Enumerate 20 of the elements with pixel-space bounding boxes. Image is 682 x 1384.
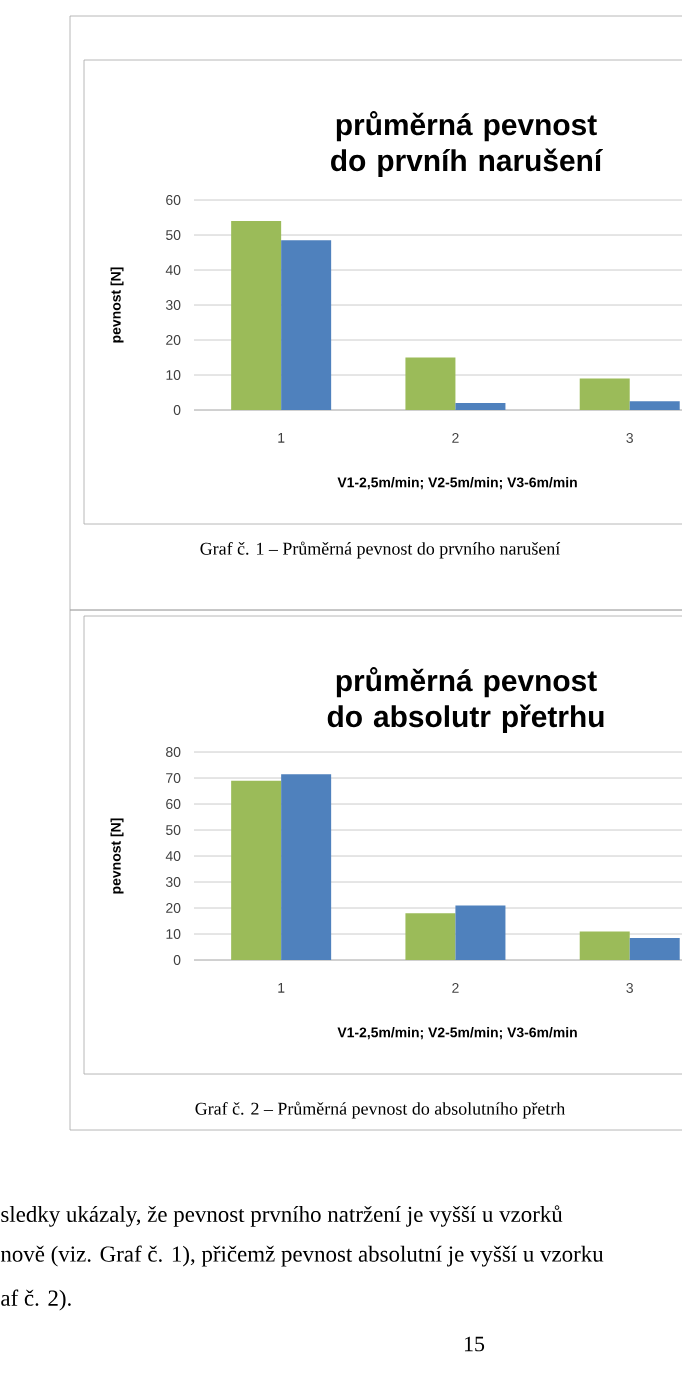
text: 15 (464, 1336, 485, 1352)
text: Graf č. 1 – Průměrná pevnost do prvního narušení (200, 541, 561, 559)
bar (405, 913, 456, 961)
bar (281, 240, 332, 411)
bar (455, 403, 506, 411)
bar (281, 774, 332, 961)
chart-title: průměrná pevnost do prvníh narušení (331, 111, 603, 178)
bar (231, 780, 282, 961)
bar (579, 378, 630, 411)
text: sledky ukázaly, že pevnost prvního natržení je vyšší u vzorků (1, 1205, 563, 1227)
chart-title: průměrná pevnost do absolutr přetrhu (327, 667, 604, 734)
bar (405, 357, 456, 411)
bar (629, 401, 680, 411)
bar (455, 905, 506, 961)
text: nově (viz. Graf č. 1), přičemž pevnost absolutní je vyšší u vzorku (0, 1245, 604, 1267)
bar (231, 221, 282, 411)
text: af č. 2). (1, 1289, 71, 1311)
text: Graf č. 2 – Průměrná pevnost do absolutního přetrh (195, 1101, 566, 1119)
bar (579, 931, 630, 961)
bar (629, 937, 680, 961)
